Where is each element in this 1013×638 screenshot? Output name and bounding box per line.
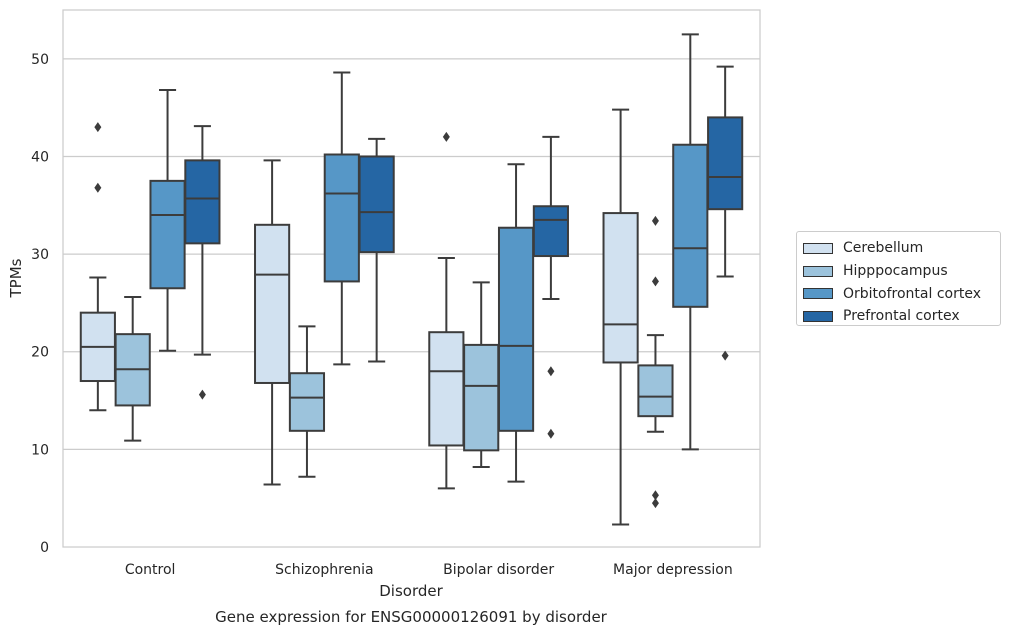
y-axis-label: TPMs (7, 258, 25, 298)
outlier-point (198, 389, 206, 400)
y-tick-label: 40 (31, 149, 49, 165)
legend-swatch (803, 242, 833, 254)
axes-frame (62, 9, 761, 548)
box (707, 116, 744, 211)
legend-item: Cerebellum (803, 237, 1000, 260)
box-group (602, 108, 639, 526)
outlier-point (651, 215, 659, 226)
outlier-point (547, 366, 555, 377)
legend-swatch (803, 265, 833, 277)
legend-label: Hipppocampus (843, 263, 948, 280)
box-group (254, 159, 291, 486)
box-group (114, 296, 151, 442)
legend-label: Cerebellum (843, 240, 924, 257)
boxes (79, 33, 744, 526)
box (358, 155, 395, 254)
box-group (184, 125, 221, 400)
legend-item: Orbitofrontal cortex (803, 282, 1000, 305)
outlier-point (651, 490, 659, 501)
box-group (672, 33, 709, 451)
legend: Cerebellum Hipppocampus Orbitofrontal co… (796, 231, 1001, 326)
legend-swatch (803, 310, 833, 322)
box-group (637, 215, 674, 509)
tick-labels: 0 10 20 30 40 50 Control Schizophrenia Bipolar d… (31, 52, 733, 578)
box (497, 226, 535, 432)
y-tick-label: 0 (40, 540, 49, 556)
x-tick-label: Control (125, 562, 176, 578)
box-group (79, 122, 116, 412)
outlier-point (651, 276, 659, 287)
box (149, 179, 186, 290)
box-group (428, 131, 465, 490)
box (637, 364, 674, 418)
legend-label: Orbitofrontal cortex (843, 285, 981, 302)
box-group (149, 89, 186, 352)
y-tick-label: 10 (31, 442, 49, 458)
box-group (288, 325, 326, 478)
box (184, 159, 221, 245)
x-tick-label: Schizophrenia (275, 562, 373, 578)
y-tick-label: 50 (31, 52, 49, 68)
box (602, 212, 639, 364)
x-tick-label: Bipolar disorder (443, 562, 554, 578)
x-axis-label: Disorder (379, 582, 443, 600)
legend-item: Prefrontal cortex (803, 305, 1000, 328)
legend-item: Hipppocampus (803, 260, 1000, 283)
box-group (497, 163, 535, 483)
box (254, 223, 291, 384)
box-group (323, 71, 360, 366)
box-group (463, 281, 500, 468)
box-group (707, 65, 744, 361)
outlier-point (721, 350, 729, 361)
outlier-point (651, 498, 659, 509)
box (288, 372, 326, 432)
box (672, 143, 709, 308)
legend-swatch (803, 288, 833, 300)
box (323, 153, 360, 283)
x-tick-label: Major depression (613, 562, 733, 578)
outlier-point (94, 122, 102, 133)
legend-label: Prefrontal cortex (843, 308, 960, 325)
box-group (532, 135, 569, 439)
outlier-point (547, 428, 555, 439)
box (463, 343, 500, 452)
y-tick-label: 30 (31, 247, 49, 263)
box-group (358, 137, 395, 363)
outlier-point (442, 131, 450, 142)
box (428, 331, 465, 447)
outlier-point (94, 182, 102, 193)
figure-caption: Gene expression for ENSG00000126091 by d… (215, 608, 608, 626)
y-tick-label: 20 (31, 345, 49, 361)
box (532, 205, 569, 258)
